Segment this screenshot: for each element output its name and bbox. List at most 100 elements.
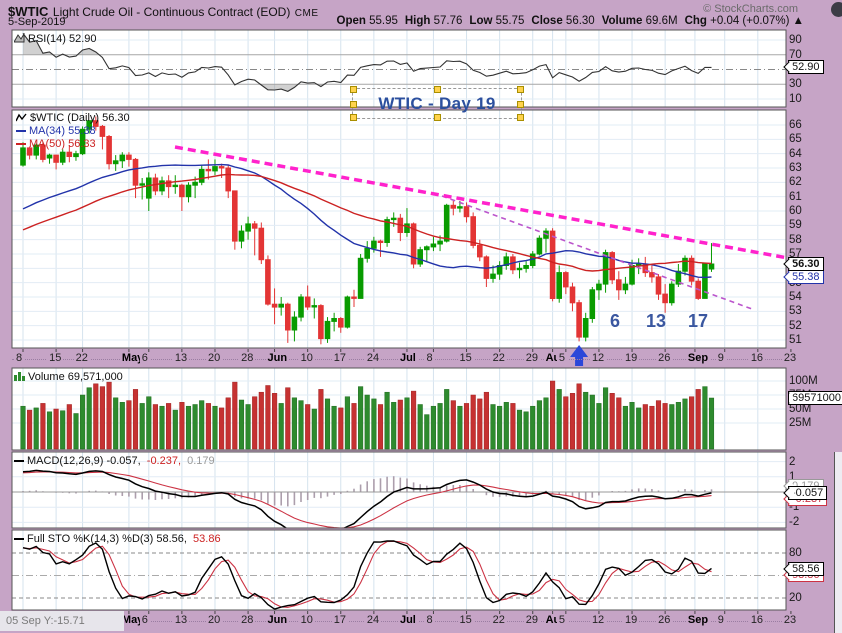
price-tick: 59	[789, 219, 802, 232]
price-tick: 51	[789, 333, 802, 346]
date-tick: 8	[424, 614, 435, 627]
corner-button[interactable]	[831, 2, 842, 17]
date-tick: May	[119, 352, 146, 365]
date-tick: 17	[331, 614, 348, 627]
quote-label: High	[404, 15, 431, 27]
volume-tick: 100M	[789, 375, 818, 387]
sto-tick: 20	[789, 592, 802, 604]
ma50-legend-text: MA(50) 56.33	[29, 138, 96, 150]
resize-handle[interactable]	[517, 100, 524, 108]
rsi-tick: 30	[789, 78, 802, 91]
ma34-value-flag: 55.38	[788, 270, 824, 285]
candlestick-icon	[15, 113, 27, 122]
chart-date: 5-Sep-2019	[8, 16, 66, 28]
price-tick: 66	[789, 119, 802, 131]
volume-legend: Volume 69,571,000	[14, 371, 123, 384]
quote-value: 57.76	[430, 15, 463, 27]
ma34-line-icon	[16, 130, 26, 133]
date-tick: 12	[589, 352, 607, 365]
quote-label: Low	[469, 15, 493, 27]
scrollbar-track[interactable]	[834, 452, 842, 633]
macd-legend: MACD(12,26,9) -0.057, -0.237, 0.179	[14, 455, 215, 468]
price-tick: 65	[789, 133, 802, 146]
resize-handle[interactable]	[350, 86, 357, 93]
macd-line-icon	[14, 460, 24, 463]
price-tick: 52	[789, 319, 802, 332]
date-tick: 15	[457, 352, 474, 365]
volume-bars-icon	[14, 372, 25, 381]
sto-legend: Full STO %K(14,3) %D(3) 58.56, 53.86	[14, 533, 221, 546]
price-legend-text: $WTIC (Daily) 56.30	[30, 112, 130, 124]
date-tick: 6	[139, 614, 150, 627]
price-tick: 63	[789, 161, 802, 174]
quote-value: 55.75	[492, 15, 525, 27]
date-tick: 13	[172, 614, 190, 627]
date-tick: 23	[781, 614, 799, 627]
close-price-flag: 56.30	[788, 257, 824, 272]
ma34-legend-text: MA(34) 55.38	[29, 125, 96, 137]
quote-value: 56.30	[562, 15, 595, 27]
resize-handle[interactable]	[350, 100, 357, 108]
rsi-tick: 70	[789, 48, 802, 61]
resize-handle[interactable]	[350, 114, 357, 121]
macd-tick: 1	[789, 470, 796, 483]
macd-legend-text: MACD(12,26,9) -0.057,	[27, 455, 141, 467]
date-tick: 6	[139, 352, 150, 365]
copyright: © StockCharts.com	[703, 3, 798, 15]
macd-hist-text: 0.179	[187, 455, 215, 467]
day-count-annotation[interactable]: WTIC - Day 19	[350, 86, 524, 121]
rsi-tick: 10	[789, 93, 802, 105]
date-tick: 20	[205, 352, 223, 365]
sto-signal-text: 53.86	[193, 533, 221, 545]
cycle-number-17: 17	[688, 311, 709, 331]
macd-tick: -1	[789, 501, 800, 514]
price-tick: 61	[789, 190, 802, 203]
date-tick: 23	[781, 352, 799, 365]
price-tick: 62	[789, 176, 802, 189]
date-tick: 5	[556, 614, 567, 627]
date-tick: 24	[364, 352, 382, 365]
date-tick: 15	[457, 614, 474, 627]
quote-label: Volume	[601, 15, 643, 27]
volume-legend-text: Volume 69,571,000	[28, 371, 123, 383]
date-tick: 15	[47, 352, 64, 365]
date-tick: 10	[298, 352, 315, 365]
date-tick: 16	[748, 614, 766, 627]
instrument-name: Light Crude Oil - Continuous Contract (E…	[52, 5, 291, 19]
date-tick: 22	[490, 352, 507, 365]
date-tick: 20	[205, 614, 223, 627]
date-tick: 28	[239, 614, 256, 627]
resize-handle[interactable]	[517, 114, 524, 121]
date-tick: Jun	[265, 352, 290, 365]
sto-legend-text: Full STO %K(14,3) %D(3) 58.56,	[27, 533, 187, 545]
date-tick: 8	[14, 352, 25, 365]
date-tick: 17	[331, 352, 348, 365]
resize-handle[interactable]	[434, 114, 441, 121]
volume-tick: 50M	[789, 403, 812, 415]
date-tick: 10	[298, 614, 315, 627]
cycle-number-6: 6	[610, 311, 621, 331]
resize-handle[interactable]	[434, 86, 441, 93]
date-tick: 8	[424, 352, 435, 365]
resize-handle[interactable]	[517, 86, 524, 93]
date-tick: 29	[523, 352, 540, 365]
date-tick: Jul	[397, 352, 418, 365]
sto-tick: 80	[789, 547, 802, 559]
date-tick: 26	[656, 614, 673, 627]
rsi-legend: RSI(14) 52.90	[13, 32, 96, 46]
date-tick: 9	[715, 614, 726, 627]
chart-title: $WTIC Light Crude Oil - Continuous Contr…	[8, 3, 319, 21]
date-tick: 22	[73, 352, 90, 365]
macd-tick: 2	[789, 455, 796, 468]
exchange-label: CME	[294, 8, 319, 19]
day-count-label: WTIC - Day 19	[378, 93, 496, 113]
macd-value-flag: -0.057	[788, 485, 828, 500]
price-tick: 64	[789, 147, 802, 160]
date-tick: 22	[490, 614, 507, 627]
date-tick: 19	[623, 614, 640, 627]
macd-signal-text: -0.237,	[146, 455, 182, 467]
date-tick: 9	[715, 352, 726, 365]
price-tick: 54	[789, 290, 802, 303]
